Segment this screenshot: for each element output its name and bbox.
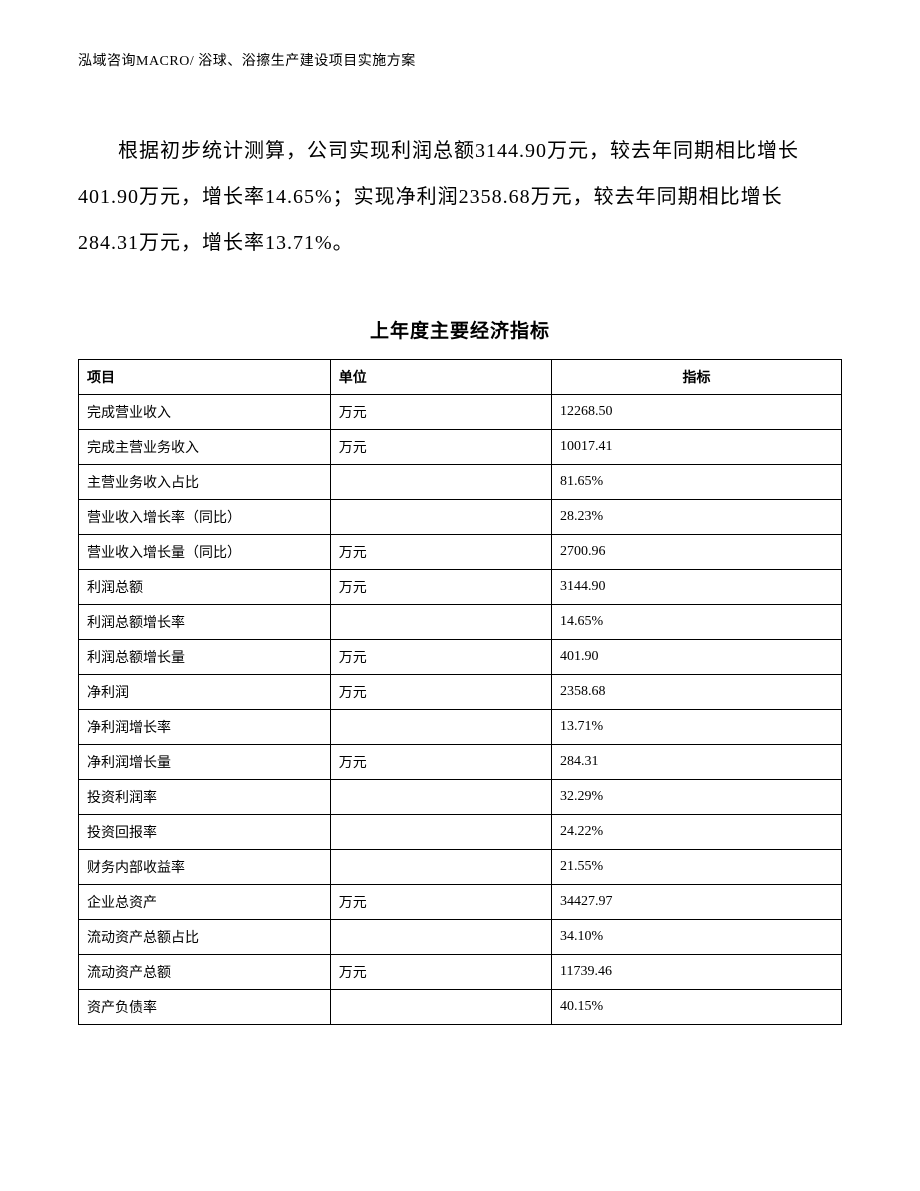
table-cell: 2700.96 <box>552 535 842 570</box>
table-cell: 34.10% <box>552 920 842 955</box>
table-cell: 营业收入增长量（同比） <box>79 535 331 570</box>
table-cell: 12268.50 <box>552 395 842 430</box>
table-cell: 10017.41 <box>552 430 842 465</box>
table-cell: 32.29% <box>552 780 842 815</box>
table-row: 完成主营业务收入万元10017.41 <box>79 430 842 465</box>
table-row: 完成营业收入万元12268.50 <box>79 395 842 430</box>
table-cell: 万元 <box>330 535 551 570</box>
table-cell: 流动资产总额占比 <box>79 920 331 955</box>
document-header: 泓域咨询MACRO/ 浴球、浴擦生产建设项目实施方案 <box>78 50 842 70</box>
table-cell: 28.23% <box>552 500 842 535</box>
table-cell: 投资回报率 <box>79 815 331 850</box>
table-cell: 11739.46 <box>552 955 842 990</box>
table-cell: 24.22% <box>552 815 842 850</box>
table-cell: 万元 <box>330 395 551 430</box>
table-row: 净利润万元2358.68 <box>79 675 842 710</box>
table-row: 投资利润率 32.29% <box>79 780 842 815</box>
economic-indicators-table: 项目 单位 指标 完成营业收入万元12268.50完成主营业务收入万元10017… <box>78 359 842 1025</box>
table-cell: 投资利润率 <box>79 780 331 815</box>
table-row: 主营业务收入占比 81.65% <box>79 465 842 500</box>
table-row: 营业收入增长率（同比） 28.23% <box>79 500 842 535</box>
table-cell: 主营业务收入占比 <box>79 465 331 500</box>
table-cell: 流动资产总额 <box>79 955 331 990</box>
table-cell: 资产负债率 <box>79 990 331 1025</box>
table-cell: 营业收入增长率（同比） <box>79 500 331 535</box>
table-cell: 14.65% <box>552 605 842 640</box>
table-cell <box>330 500 551 535</box>
table-cell <box>330 605 551 640</box>
table-row: 财务内部收益率 21.55% <box>79 850 842 885</box>
table-row: 利润总额增长量万元401.90 <box>79 640 842 675</box>
table-row: 投资回报率 24.22% <box>79 815 842 850</box>
table-cell: 利润总额增长量 <box>79 640 331 675</box>
table-cell: 2358.68 <box>552 675 842 710</box>
table-row: 流动资产总额万元11739.46 <box>79 955 842 990</box>
table-cell: 利润总额增长率 <box>79 605 331 640</box>
table-cell: 利润总额 <box>79 570 331 605</box>
table-row: 资产负债率 40.15% <box>79 990 842 1025</box>
table-cell <box>330 465 551 500</box>
table-cell: 万元 <box>330 640 551 675</box>
table-cell: 81.65% <box>552 465 842 500</box>
table-cell: 40.15% <box>552 990 842 1025</box>
table-cell: 万元 <box>330 675 551 710</box>
table-cell: 净利润 <box>79 675 331 710</box>
table-cell: 完成营业收入 <box>79 395 331 430</box>
table-cell: 万元 <box>330 745 551 780</box>
table-row: 流动资产总额占比 34.10% <box>79 920 842 955</box>
table-row: 净利润增长率 13.71% <box>79 710 842 745</box>
table-cell: 财务内部收益率 <box>79 850 331 885</box>
table-header-cell: 项目 <box>79 360 331 395</box>
table-header-cell: 指标 <box>552 360 842 395</box>
table-cell: 284.31 <box>552 745 842 780</box>
table-cell <box>330 815 551 850</box>
table-cell: 13.71% <box>552 710 842 745</box>
table-cell: 净利润增长率 <box>79 710 331 745</box>
table-cell: 企业总资产 <box>79 885 331 920</box>
table-header-cell: 单位 <box>330 360 551 395</box>
table-row: 利润总额增长率 14.65% <box>79 605 842 640</box>
table-row: 企业总资产万元34427.97 <box>79 885 842 920</box>
table-body: 完成营业收入万元12268.50完成主营业务收入万元10017.41主营业务收入… <box>79 395 842 1025</box>
table-cell: 34427.97 <box>552 885 842 920</box>
table-cell <box>330 920 551 955</box>
table-cell: 万元 <box>330 885 551 920</box>
table-cell: 万元 <box>330 430 551 465</box>
table-cell: 21.55% <box>552 850 842 885</box>
table-title: 上年度主要经济指标 <box>78 316 842 343</box>
table-row: 营业收入增长量（同比）万元2700.96 <box>79 535 842 570</box>
table-row: 净利润增长量万元284.31 <box>79 745 842 780</box>
table-cell: 完成主营业务收入 <box>79 430 331 465</box>
table-cell: 万元 <box>330 570 551 605</box>
table-cell <box>330 850 551 885</box>
table-row: 利润总额万元3144.90 <box>79 570 842 605</box>
table-cell: 净利润增长量 <box>79 745 331 780</box>
table-cell <box>330 990 551 1025</box>
table-header-row: 项目 单位 指标 <box>79 360 842 395</box>
table-cell <box>330 780 551 815</box>
table-cell <box>330 710 551 745</box>
table-cell: 3144.90 <box>552 570 842 605</box>
table-cell: 万元 <box>330 955 551 990</box>
table-cell: 401.90 <box>552 640 842 675</box>
body-paragraph: 根据初步统计测算，公司实现利润总额3144.90万元，较去年同期相比增长401.… <box>78 128 842 266</box>
